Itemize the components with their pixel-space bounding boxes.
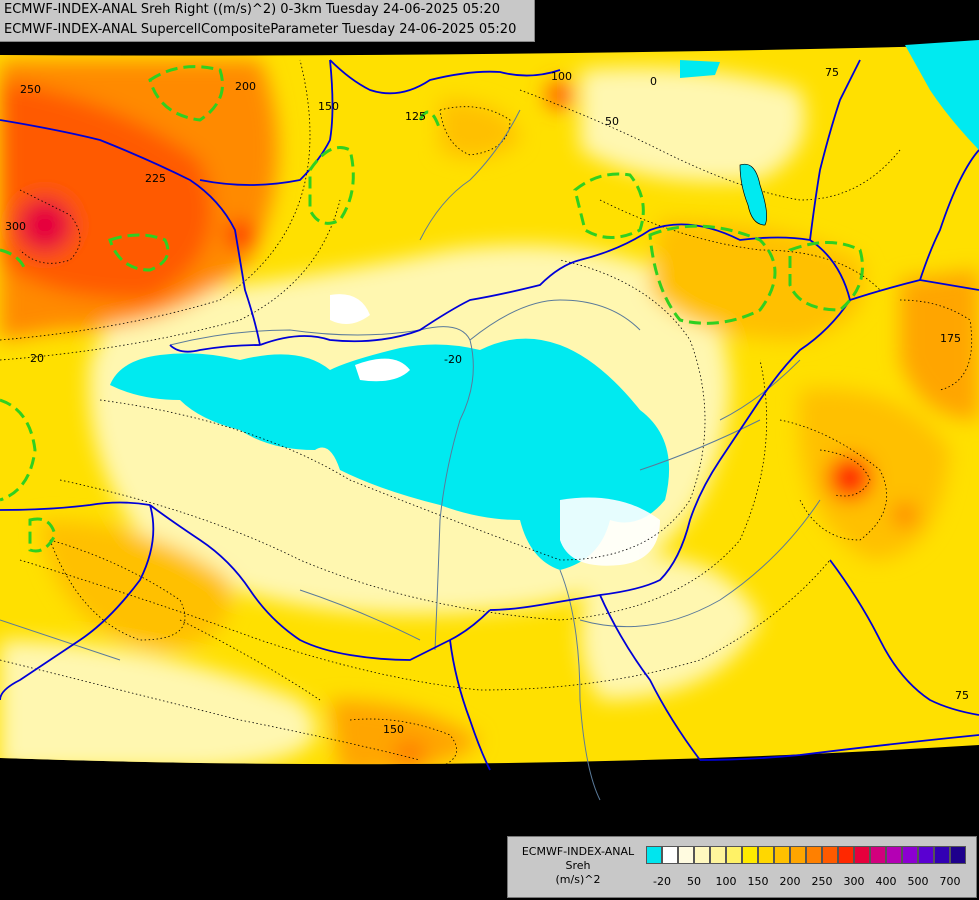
legend-tick-label: -20 [653,875,671,888]
contour-label: 75 [955,689,969,702]
legend-tick-label: 150 [747,875,769,888]
legend-swatch [934,846,950,864]
legend-swatch [678,846,694,864]
legend-swatch [950,846,966,864]
legend-swatch [710,846,726,864]
legend-tick-label: 50 [687,875,701,888]
legend-tick-label: 700 [939,875,961,888]
contour-label: 225 [145,172,166,185]
contour-label: 20 [30,352,44,365]
legend-unit: (m/s)^2 [555,873,601,886]
legend-field: Sreh [565,859,591,872]
contour-label: 150 [318,100,339,113]
title-line-sreh: ECMWF-INDEX-ANAL Sreh Right ((m/s)^2) 0-… [4,2,501,17]
rivers [0,109,821,801]
legend-swatch [790,846,806,864]
legend-swatch [662,846,678,864]
map-title: ECMWF-INDEX-ANAL Sreh Right ((m/s)^2) 0-… [0,0,535,42]
legend-swatch [838,846,854,864]
contour-label: 50 [605,115,619,128]
legend-tick-label: 100 [715,875,737,888]
legend-swatch [854,846,870,864]
contour-label: 100 [551,70,572,83]
legend-swatch [886,846,902,864]
legend-tick-label: 400 [875,875,897,888]
legend-swatch [726,846,742,864]
contour-label: 150 [383,723,404,736]
contour-label: 300 [5,220,26,233]
sreh-field [0,45,979,765]
legend-swatch [902,846,918,864]
scp-contours [0,65,864,553]
legend-swatch [822,846,838,864]
cyan-corner-region [905,40,979,150]
country-borders [0,59,979,771]
sreh-contours [0,59,973,771]
legend-swatch [646,846,662,864]
contour-labels: 250 200 150 125 100 0 75 50 20 175 225 3… [5,66,969,736]
lake [739,163,767,226]
contour-label: 250 [20,83,41,96]
contour-label: 200 [235,80,256,93]
contour-label: 175 [940,332,961,345]
legend-swatch [694,846,710,864]
color-legend: ECMWF-INDEX-ANAL Sreh (m/s)^2 -20 50 100 15… [507,836,977,898]
legend-swatch [742,846,758,864]
legend-swatch [774,846,790,864]
contour-label: 75 [825,66,839,79]
legend-swatch [758,846,774,864]
legend-swatch [918,846,934,864]
legend-caption: ECMWF-INDEX-ANAL Sreh (m/s)^2 [512,845,644,887]
legend-swatch [870,846,886,864]
title-line-scp: ECMWF-INDEX-ANAL SupercellCompositeParam… [4,22,517,37]
legend-tick-label: 200 [779,875,801,888]
legend-tick-label: 250 [811,875,833,888]
contour-label: -20 [444,353,462,366]
legend-model: ECMWF-INDEX-ANAL [521,845,635,858]
contour-label: 0 [650,75,657,88]
legend-tick-label: 300 [843,875,865,888]
contour-label: 125 [405,110,426,123]
legend-ticks: -20 50 100 150 200 250 300 400 500 700 [508,875,978,889]
legend-swatch [806,846,822,864]
legend-tick-label: 500 [907,875,929,888]
